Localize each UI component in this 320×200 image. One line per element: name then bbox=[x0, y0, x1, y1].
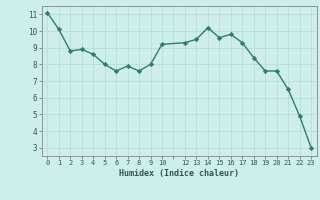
X-axis label: Humidex (Indice chaleur): Humidex (Indice chaleur) bbox=[119, 169, 239, 178]
